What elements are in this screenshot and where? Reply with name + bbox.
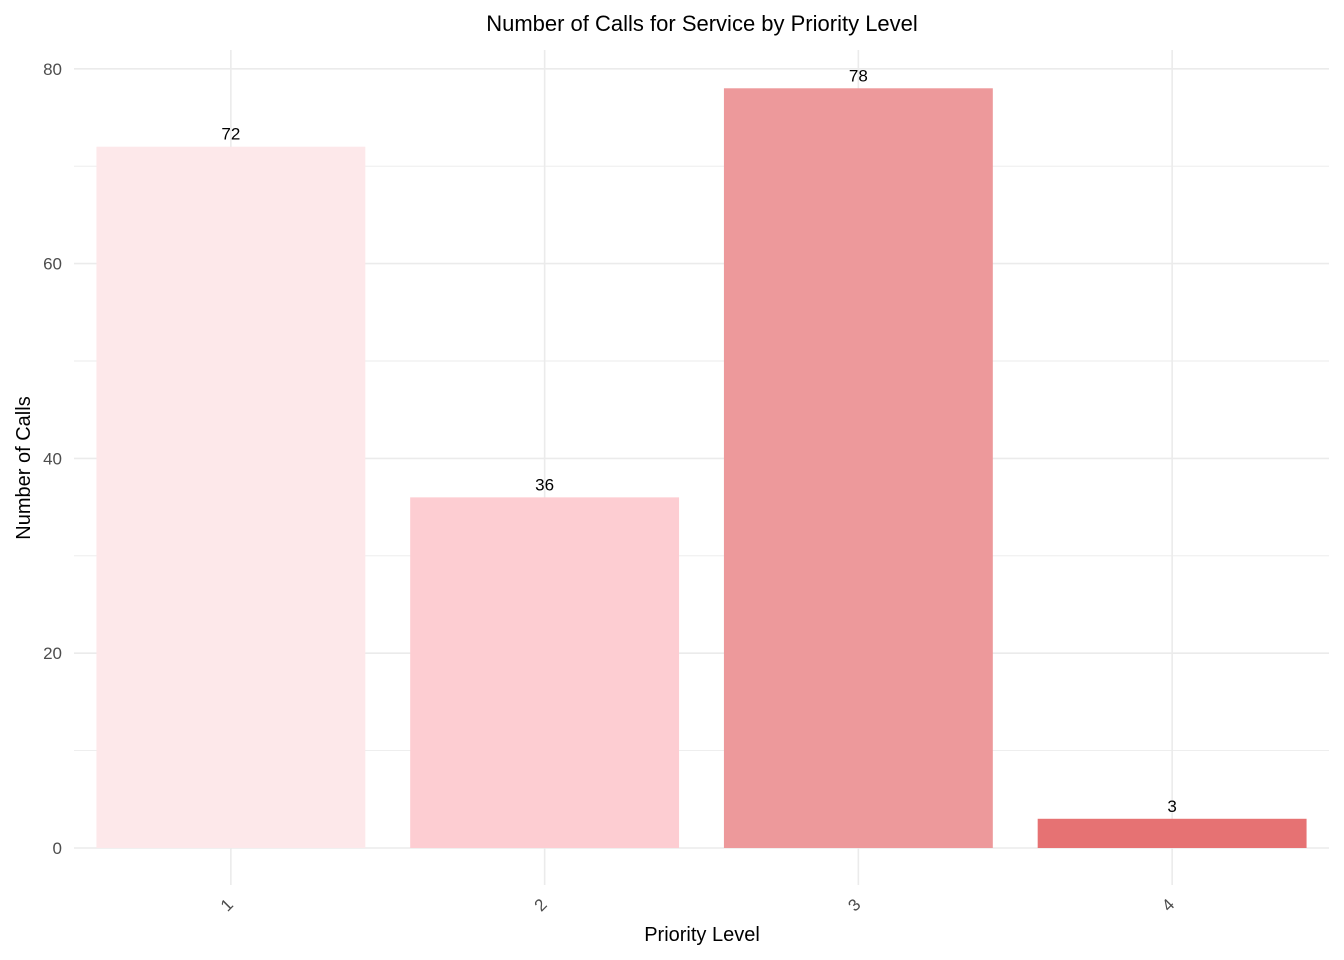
y-axis-title: Number of Calls	[13, 396, 35, 539]
bar-value-label: 3	[1167, 797, 1176, 816]
y-tick-label: 20	[43, 644, 62, 663]
y-tick-label: 60	[43, 255, 62, 274]
x-tick-label: 4	[1158, 895, 1178, 915]
y-tick-label: 40	[43, 449, 62, 468]
y-axis-ticks: 0 20 40 60 80	[43, 60, 62, 858]
x-axis-title: Priority Level	[644, 924, 760, 946]
x-tick-label: 2	[531, 895, 551, 915]
y-tick-label: 0	[53, 839, 62, 858]
bar-priority-4	[1037, 818, 1307, 848]
bar-priority-2	[410, 497, 680, 848]
x-axis-ticks: 1 2 3 4	[217, 895, 1178, 915]
x-tick-label: 3	[844, 895, 864, 915]
data-labels: 72 36 78 3	[221, 66, 1176, 816]
bar-value-label: 78	[849, 66, 868, 85]
bars	[96, 88, 1307, 849]
chart-title: Number of Calls for Service by Priority …	[486, 11, 918, 36]
bar-priority-3	[723, 88, 993, 848]
y-tick-label: 80	[43, 60, 62, 79]
bar-value-label: 72	[221, 125, 240, 144]
bar-value-label: 36	[535, 475, 554, 494]
x-tick-label: 1	[217, 895, 237, 915]
bar-priority-1	[96, 146, 366, 849]
